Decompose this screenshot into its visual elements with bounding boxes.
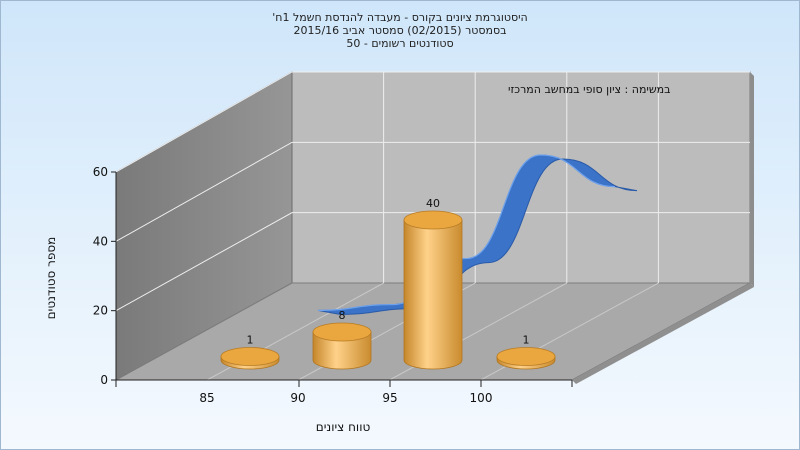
x-tick-label: 100 (470, 391, 493, 405)
x-tick-label: 90 (290, 391, 305, 405)
bar-value-label: 1 (523, 334, 530, 347)
bar-85: 1 (220, 334, 280, 370)
bars-layer: 1 8 40 1 (220, 197, 556, 370)
bar-top (220, 347, 280, 366)
back-wall-edge (750, 72, 754, 287)
y-tick-label: 40 (93, 234, 108, 248)
axes-layer: 0 20 40 60 85 90 95 100 (93, 165, 573, 405)
bar-top (403, 210, 463, 230)
bar-body (312, 331, 372, 370)
bar-top (496, 347, 556, 366)
bar-value-label: 8 (339, 309, 346, 322)
x-tick-label: 95 (382, 391, 397, 405)
chart-title: היסטוגרמת ציונים בקורס - מעבדה להנדסת חש… (272, 11, 528, 24)
bar-value-label: 40 (426, 197, 440, 210)
bar-90: 8 (312, 309, 372, 370)
grid-line-y (115, 212, 750, 312)
y-axis-label: מספר סטודנטים (44, 237, 58, 320)
floor-edge (572, 283, 754, 384)
y-tick-label: 0 (100, 373, 108, 387)
grid-line-y (115, 71, 750, 173)
students-count: סטודנטים רשומים - 50 (346, 37, 454, 50)
bar-100: 1 (496, 334, 556, 370)
bar-value-label: 1 (247, 334, 254, 347)
bar-top (312, 322, 372, 342)
y-tick-label: 20 (93, 304, 108, 318)
bar-body (403, 219, 463, 370)
x-tick-label: 85 (199, 391, 214, 405)
overlay-curve-highlight (317, 154, 616, 311)
x-axis-label: טווח ציונים (316, 420, 371, 434)
chart-annotation: במשימה : ציון סופי במחשב המרכזי (508, 83, 671, 96)
grid-line-y (115, 141, 750, 242)
y-tick-label: 60 (93, 165, 108, 179)
bar-95: 40 (403, 197, 463, 370)
chart-subtitle: בסמסטר (02/2015) סמסטר אביב 2015/16 (293, 24, 507, 37)
